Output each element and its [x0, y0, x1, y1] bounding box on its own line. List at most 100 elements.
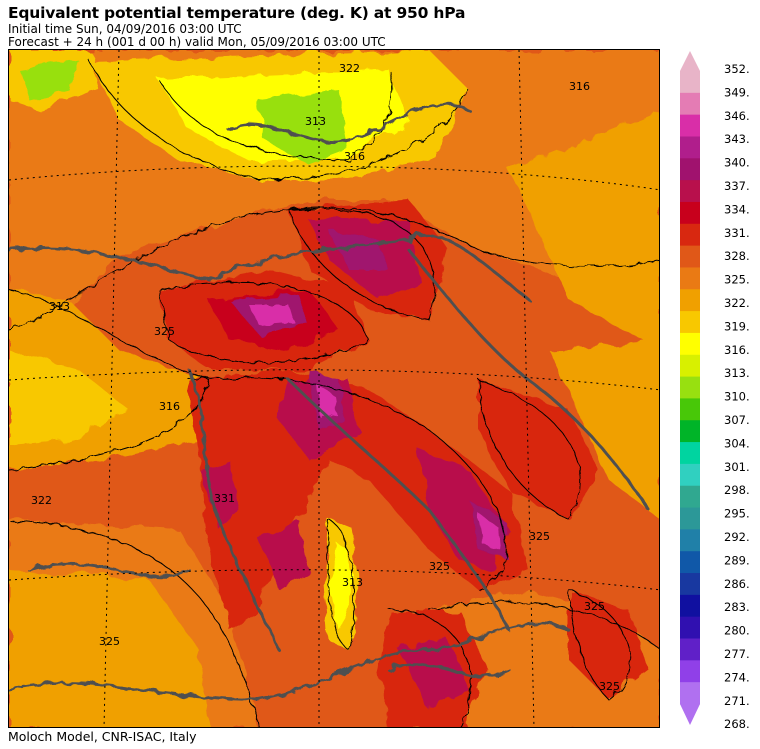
colorbar-swatch — [680, 638, 700, 661]
colorbar-swatch — [680, 420, 700, 443]
colorbar-label: 316. — [724, 343, 750, 357]
colorbar-swatch — [680, 573, 700, 596]
colorbar-label: 334. — [724, 202, 750, 216]
colorbar-label: 310. — [724, 390, 750, 404]
contour-label: 325 — [599, 680, 620, 693]
colorbar-label: 352. — [724, 62, 750, 76]
colorbar-swatch — [680, 267, 700, 290]
colorbar-label: 325. — [724, 273, 750, 287]
arrow-down-icon — [680, 704, 700, 725]
chart-title: Equivalent potential temperature (deg. K… — [8, 4, 466, 22]
colorbar-label: 301. — [724, 460, 750, 474]
colorbar-label: 340. — [724, 156, 750, 170]
contour-label: 313 — [342, 576, 363, 589]
map-panel: 313 313 316 322 325 322 325 316 313 331 … — [8, 49, 660, 728]
field-337-g — [399, 640, 469, 710]
colorbar-swatch — [680, 180, 700, 203]
colorbar-label: 295. — [724, 507, 750, 521]
map-canvas: 313 313 316 322 325 322 325 316 313 331 … — [9, 50, 659, 727]
contour-label: 325 — [429, 560, 450, 573]
colorbar-label: 307. — [724, 413, 750, 427]
contour-label: 313 — [49, 300, 70, 313]
colorbar-label: 349. — [724, 85, 750, 99]
colorbar-swatch — [680, 682, 700, 705]
colorbar-swatch — [680, 507, 700, 530]
northern-border — [227, 103, 471, 144]
field-319-east — [549, 340, 659, 519]
colorbar-label: 280. — [724, 624, 750, 638]
colorbar-label: 271. — [724, 694, 750, 708]
colorbar-label: 343. — [724, 132, 750, 146]
field-337-f — [259, 520, 309, 590]
colorbar-swatch — [680, 398, 700, 421]
colorbar-label: 292. — [724, 530, 750, 544]
field-313-south — [331, 540, 351, 630]
colorbar-label: 298. — [724, 483, 750, 497]
colorbar-swatch — [680, 660, 700, 683]
colorbar-swatch — [680, 485, 700, 509]
contour-label: 316 — [569, 80, 590, 93]
colorbar-label: 313. — [724, 366, 750, 380]
field-319-northeast — [509, 110, 659, 349]
colorbar-label: 337. — [724, 179, 750, 193]
colorbar-label: 319. — [724, 319, 750, 333]
colorbar-label: 283. — [724, 600, 750, 614]
contour-label: 325 — [584, 600, 605, 613]
colorbar-label: 328. — [724, 249, 750, 263]
field-310-north — [259, 90, 349, 165]
colorbar-swatch — [680, 114, 700, 137]
field-319-southwest — [9, 570, 209, 727]
colorbar-label: 286. — [724, 577, 750, 591]
colorbar-swatch — [680, 376, 700, 399]
north-african-coast — [9, 621, 571, 702]
colorbar-svg: 352. 349. 346. 343. 340. 337. 334. 331. 328. 325.… — [680, 51, 750, 731]
field-346-c — [477, 512, 501, 550]
colorbar-swatch — [680, 594, 700, 618]
colorbar: 352. 349. 346. 343. 340. 337. 334. 331. 328. 325.… — [678, 45, 760, 735]
forecast-line: Forecast + 24 h (001 d 00 h) valid Mon, … — [8, 35, 386, 49]
colorbar-swatch — [680, 223, 700, 247]
contour-label: 325 — [529, 530, 550, 543]
field-316-west — [9, 350, 129, 445]
field-310-corner — [19, 60, 79, 100]
italian-east-coast — [287, 378, 511, 632]
arrow-up-icon — [680, 51, 700, 71]
contour-label: 316 — [159, 400, 180, 413]
colorbar-swatch — [680, 245, 700, 268]
colorbar-swatch — [680, 463, 700, 487]
colorbar-label: 331. — [724, 226, 750, 240]
colorbar-label: 322. — [724, 296, 750, 310]
alpine-border — [9, 233, 531, 302]
colorbar-swatch — [680, 201, 700, 225]
colorbar-swatch — [680, 71, 700, 94]
balkan-coast — [407, 248, 651, 512]
contour-label: 331 — [214, 492, 235, 505]
colorbar-label: 268. — [724, 717, 750, 731]
colorbar-swatch — [680, 529, 700, 552]
contour-label: 325 — [154, 325, 175, 338]
colorbar-swatch — [680, 616, 700, 640]
colorbar-swatch — [680, 354, 700, 378]
field-340-d — [329, 230, 389, 270]
colorbar-swatch — [680, 158, 700, 181]
initial-time-line: Initial time Sun, 04/09/2016 03:00 UTC — [8, 22, 242, 36]
iberian-coast — [27, 562, 191, 578]
contour-label: 313 — [305, 115, 326, 128]
contour-label: 316 — [344, 150, 365, 163]
colorbar-swatch — [680, 551, 700, 574]
sicily-coast — [387, 662, 511, 678]
colorbar-label: 346. — [724, 109, 750, 123]
colorbar-swatch — [680, 332, 700, 356]
colorbar-swatch — [680, 289, 700, 312]
colorbar-swatch — [680, 442, 700, 465]
colorbar-label: 304. — [724, 436, 750, 450]
colorbar-label: 289. — [724, 553, 750, 567]
colorbar-swatch — [680, 92, 700, 116]
contour-label: 322 — [339, 62, 360, 75]
colorbar-label: 274. — [724, 670, 750, 684]
field-346-a — [249, 305, 294, 325]
footer-credit: Moloch Model, CNR-ISAC, Italy — [8, 729, 197, 744]
colorbar-swatch — [680, 136, 700, 159]
colorbar-swatch — [680, 311, 700, 334]
contour-label: 325 — [99, 635, 120, 648]
